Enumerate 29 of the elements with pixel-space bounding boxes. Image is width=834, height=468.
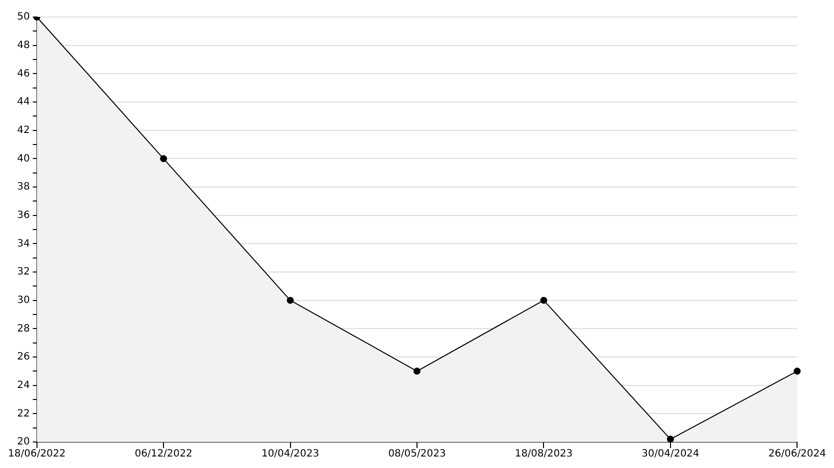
- y-tick-label: 22: [17, 408, 30, 420]
- y-tick-label: 30: [17, 294, 30, 306]
- point: [540, 296, 548, 304]
- y-tick-label: 42: [17, 124, 30, 136]
- y-tick-label: 24: [17, 380, 30, 391]
- y-tick-label: 28: [17, 323, 30, 334]
- x-tick-label: 06/12/2022: [134, 448, 192, 460]
- y-tick-label: 34: [17, 238, 30, 250]
- y-tick-label: 50: [17, 12, 30, 23]
- y-tick-label: 48: [17, 40, 30, 51]
- x-tick-label: 10/04/2023: [261, 448, 320, 460]
- x-tick-label: 30/04/2024: [642, 448, 700, 460]
- y-tick-label: 32: [17, 266, 30, 278]
- point: [286, 296, 294, 304]
- y-tick-label: 44: [17, 96, 30, 108]
- y-tick-label: 36: [17, 210, 30, 221]
- point: [666, 436, 674, 442]
- point: [414, 368, 420, 375]
- y-tick-label: 38: [17, 182, 30, 193]
- x-tick-label: 26/06/2024: [768, 448, 826, 460]
- y-tick-label: 46: [17, 68, 30, 80]
- point: [160, 155, 168, 162]
- point: [794, 368, 801, 375]
- y-tick-label: 20: [17, 436, 30, 448]
- x-tick-label: 18/08/2023: [514, 448, 573, 460]
- x-tick-label: 08/05/2023: [388, 448, 446, 460]
- y-tick-label: 26: [17, 352, 30, 363]
- x-tick-label: 18/06/2022: [8, 448, 66, 460]
- y-tick-label: 40: [17, 153, 30, 164]
